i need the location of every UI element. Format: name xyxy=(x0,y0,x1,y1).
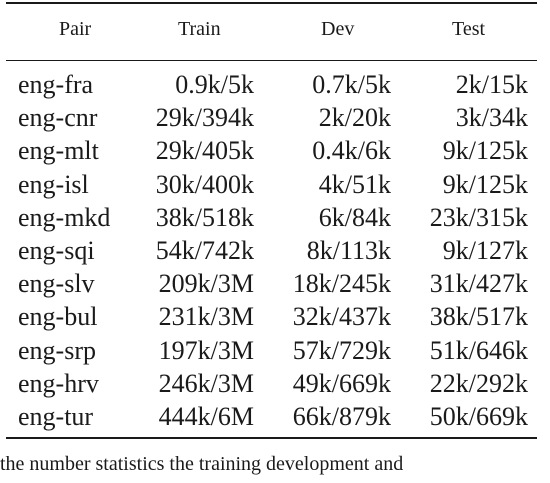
cell-pair: eng-isl xyxy=(18,169,89,199)
cell-test: 3k/34k xyxy=(455,103,528,133)
cell-train: 30k/400k xyxy=(155,169,254,199)
header-test: Test xyxy=(452,18,486,40)
table-row: eng-bul 231k/3M 32k/437k 38k/517k xyxy=(6,300,537,333)
table-row: eng-sqi 54k/742k 8k/113k 9k/127k xyxy=(6,234,537,267)
cell-train: 29k/405k xyxy=(155,136,254,166)
cell-pair: eng-mkd xyxy=(18,202,111,232)
cell-pair: eng-fra xyxy=(18,70,94,99)
cell-test: 9k/127k xyxy=(442,235,528,265)
cell-train: 0.9k/5k xyxy=(175,70,254,99)
table-row: eng-mlt 29k/405k 0.4k/6k 9k/125k xyxy=(6,134,537,167)
table-top-rule xyxy=(6,2,537,4)
cell-train: 197k/3M xyxy=(158,335,254,365)
cell-train: 231k/3M xyxy=(158,302,254,332)
table-header-row: Pair Train Dev Test xyxy=(6,18,537,46)
cell-test: 38k/517k xyxy=(429,302,528,332)
cell-train: 444k/6M xyxy=(158,401,254,431)
cell-train: 54k/742k xyxy=(155,235,254,265)
cell-pair: eng-slv xyxy=(18,269,95,299)
cell-test: 9k/125k xyxy=(442,136,528,166)
header-dev: Dev xyxy=(321,18,355,40)
header-train: Train xyxy=(178,18,221,40)
header-pair: Pair xyxy=(59,18,92,40)
cell-dev: 0.4k/6k xyxy=(312,136,391,166)
cell-train: 38k/518k xyxy=(155,202,254,232)
table-row: eng-fra 0.9k/5k 0.7k/5k 2k/15k xyxy=(6,68,537,101)
table-row: eng-mkd 38k/518k 6k/84k 23k/315k xyxy=(6,201,537,234)
cell-pair: eng-cnr xyxy=(18,103,98,133)
table-header-rule xyxy=(6,60,537,61)
cell-pair: eng-sqi xyxy=(18,235,95,265)
cell-test: 23k/315k xyxy=(429,202,528,232)
cell-test: 50k/669k xyxy=(429,401,528,431)
cell-test: 31k/427k xyxy=(429,269,528,299)
cell-pair: eng-srp xyxy=(18,335,96,365)
cell-pair: eng-hrv xyxy=(18,368,99,398)
cell-pair: eng-mlt xyxy=(18,136,99,166)
cell-dev: 6k/84k xyxy=(318,202,391,232)
cell-test: 9k/125k xyxy=(442,169,528,199)
cell-test: 22k/292k xyxy=(429,368,528,398)
cell-train: 209k/3M xyxy=(158,269,254,299)
table-bottom-rule xyxy=(6,437,537,439)
table-row: eng-tur 444k/6M 66k/879k 50k/669k xyxy=(6,400,537,433)
cell-dev: 32k/437k xyxy=(292,302,391,332)
cell-pair: eng-tur xyxy=(18,401,94,431)
cell-dev: 18k/245k xyxy=(292,269,391,299)
cell-pair: eng-bul xyxy=(18,302,98,332)
table-row: eng-isl 30k/400k 4k/51k 9k/125k xyxy=(6,168,537,201)
cell-train: 29k/394k xyxy=(155,103,254,133)
cell-dev: 4k/51k xyxy=(318,169,391,199)
table-row: eng-hrv 246k/3M 49k/669k 22k/292k xyxy=(6,367,537,400)
table-row: eng-slv 209k/3M 18k/245k 31k/427k xyxy=(6,267,537,300)
cell-dev: 2k/20k xyxy=(318,103,391,133)
cell-dev: 0.7k/5k xyxy=(312,70,391,99)
cell-dev: 8k/113k xyxy=(306,235,391,265)
cell-test: 51k/646k xyxy=(429,335,528,365)
cell-test: 2k/15k xyxy=(455,70,528,99)
cell-dev: 66k/879k xyxy=(292,401,391,431)
table-body: eng-fra 0.9k/5k 0.7k/5k 2k/15k eng-cnr 2… xyxy=(6,68,537,433)
table-row: eng-srp 197k/3M 57k/729k 51k/646k xyxy=(6,334,537,367)
cell-train: 246k/3M xyxy=(158,368,254,398)
cell-dev: 49k/669k xyxy=(292,368,391,398)
cell-dev: 57k/729k xyxy=(292,335,391,365)
caption-fragment: the number statistics the training devel… xyxy=(0,453,404,475)
table-row: eng-cnr 29k/394k 2k/20k 3k/34k xyxy=(6,101,537,134)
